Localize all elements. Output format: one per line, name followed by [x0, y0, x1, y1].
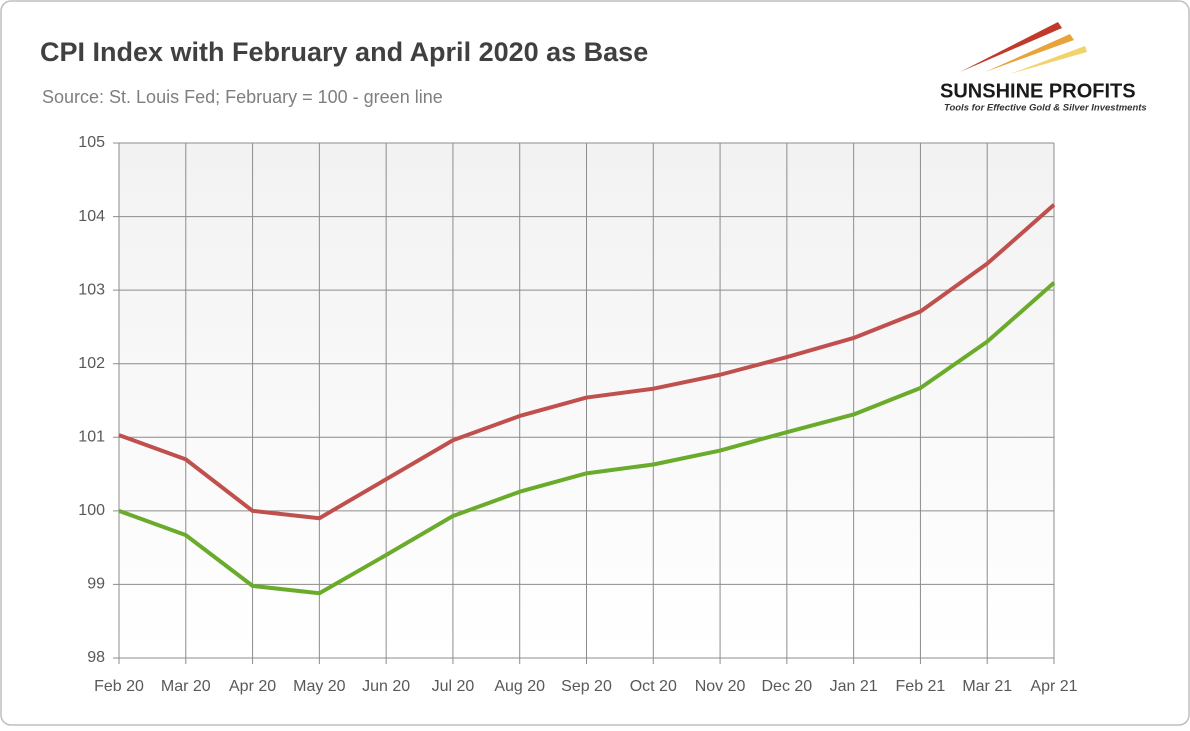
- x-tick-label: Sep 20: [561, 678, 612, 695]
- logo-name: SUNSHINE PROFITS: [940, 80, 1136, 102]
- y-tick-label: 104: [78, 208, 105, 225]
- series-line: [118, 281, 1056, 596]
- logo-swoosh: [960, 22, 1062, 72]
- x-tick-label: Feb 20: [94, 678, 144, 695]
- y-tick-label: 98: [87, 649, 105, 666]
- y-tick-label: 102: [78, 355, 105, 372]
- chart-title: CPI Index with February and April 2020 a…: [40, 37, 648, 67]
- x-tick-label: Jul 20: [432, 678, 475, 695]
- x-tick-label: Aug 20: [494, 678, 545, 695]
- x-tick-label: Jun 20: [362, 678, 410, 695]
- x-tick-label: Feb 21: [896, 678, 946, 695]
- chart-subtitle: Source: St. Louis Fed; February = 100 - …: [42, 87, 443, 107]
- logo-swoosh: [1010, 46, 1087, 74]
- x-tick-label: Apr 20: [229, 678, 276, 695]
- y-tick-label: 100: [78, 502, 105, 519]
- x-tick-label: Dec 20: [762, 678, 813, 695]
- x-tick-label: Apr 21: [1030, 678, 1077, 695]
- y-tick-label: 99: [87, 576, 105, 593]
- x-tick-label: May 20: [293, 678, 346, 695]
- x-tick-label: Jan 21: [830, 678, 878, 695]
- series-line: [118, 203, 1056, 521]
- logo-swoosh: [985, 34, 1074, 72]
- y-tick-label: 101: [78, 429, 105, 446]
- y-tick-label: 103: [78, 281, 105, 298]
- y-tick-label: 105: [78, 134, 105, 151]
- x-tick-label: Mar 21: [962, 678, 1012, 695]
- x-tick-label: Mar 20: [161, 678, 211, 695]
- x-tick-label: Oct 20: [630, 678, 677, 695]
- x-tick-label: Nov 20: [695, 678, 746, 695]
- logo: SUNSHINE PROFITS Tools for Effective Gol…: [940, 22, 1147, 114]
- logo-tagline: Tools for Effective Gold & Silver Invest…: [944, 103, 1147, 114]
